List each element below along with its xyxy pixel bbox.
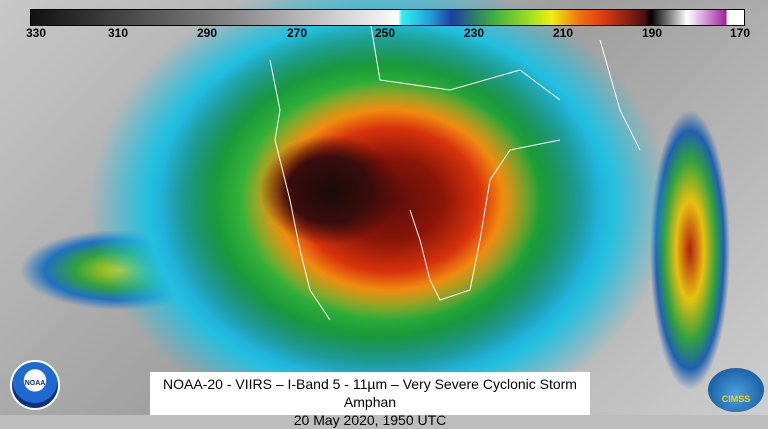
- satellite-image: [0, 0, 768, 415]
- colorbar-tick: 270: [286, 26, 308, 40]
- coastline-overlay: [269, 19, 641, 321]
- colorbar-tick: 310: [107, 26, 129, 40]
- colorbar-tick: 210: [552, 26, 574, 40]
- cimss-logo: CIMSS: [708, 368, 764, 412]
- colorbar-tick: 250: [374, 26, 396, 40]
- colorbar-tick: 330: [25, 26, 47, 40]
- image-caption: NOAA-20 - VIIRS – I-Band 5 - 11µm – Very…: [150, 372, 590, 428]
- colorbar-tick: 170: [729, 26, 751, 40]
- colorbar-tick: 230: [463, 26, 485, 40]
- caption-date: 20 May 2020, 1950 UTC: [293, 412, 447, 428]
- noaa-logo: NOAA: [10, 360, 60, 410]
- caption-title: NOAA-20 - VIIRS – I-Band 5 - 11µm – Very…: [163, 376, 577, 410]
- colorbar-tick: 190: [641, 26, 663, 40]
- colorbar-tick: 290: [196, 26, 218, 40]
- temperature-colorbar: [30, 9, 745, 26]
